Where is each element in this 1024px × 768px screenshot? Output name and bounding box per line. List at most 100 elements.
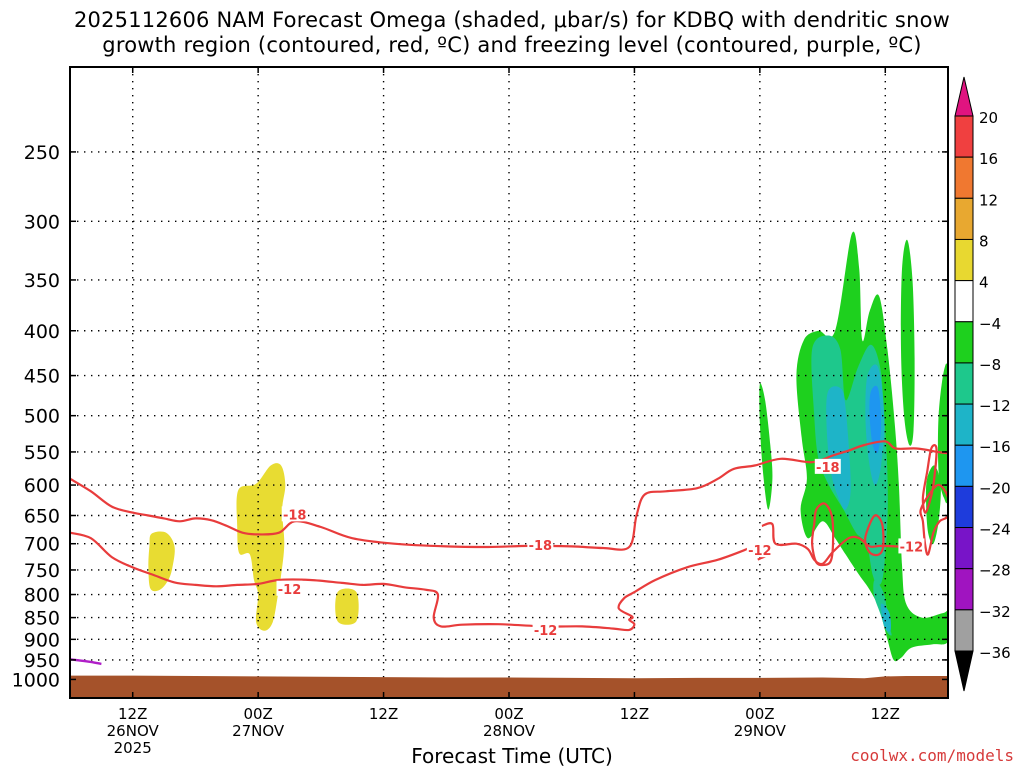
contour-label-group: -18 <box>281 506 308 523</box>
colorbar-swatch <box>954 197 974 240</box>
colorbar-label: 12 <box>979 191 998 209</box>
y-tick-label-300: 300 <box>24 211 60 233</box>
contour-label: -18 <box>816 461 840 476</box>
y-tick-label-750: 750 <box>24 560 60 582</box>
omega-negative-streak-3 <box>937 363 948 504</box>
contour-label-bg <box>532 621 559 637</box>
y-tick-label-900: 900 <box>24 629 60 651</box>
colorbar-swatch <box>954 444 974 487</box>
y-tick-label-600: 600 <box>24 475 60 497</box>
omega-strong-core <box>826 386 851 510</box>
contour-label-bg <box>527 536 554 552</box>
omega-peak-core <box>869 385 882 454</box>
contour-label-group: -12 <box>532 621 559 639</box>
omega-positive-patch-3 <box>335 588 359 625</box>
contour-label-bg <box>814 458 841 474</box>
omega-negative-band-1 <box>759 383 773 510</box>
colorbar-label: 4 <box>979 274 989 292</box>
freezing-level-line <box>70 658 102 666</box>
x-tick-label: 12Z <box>620 705 649 723</box>
y-tick-label-550: 550 <box>24 442 60 464</box>
contour-label-group: -18 <box>814 458 841 476</box>
contour-label: -12 <box>900 540 924 555</box>
contour-line-minus12-a <box>70 531 769 632</box>
x-tick-label: 29NOV <box>734 722 787 740</box>
contour-label-group: -12 <box>898 538 925 555</box>
colorbar-label: −12 <box>979 397 1011 415</box>
contour-label-bg <box>746 542 773 558</box>
contour-label-bg <box>276 580 303 596</box>
contour-line-minus12-c <box>863 514 885 557</box>
x-tick-label: 00Z <box>494 705 523 723</box>
colorbar-label: −16 <box>979 438 1011 456</box>
colorbar-bottom-arrow <box>954 650 974 692</box>
terrain-surface <box>70 675 948 698</box>
colorbar-swatch <box>954 115 974 158</box>
colorbar-swatch <box>954 280 974 323</box>
contour-label-bg <box>898 538 925 554</box>
contour-label: -12 <box>748 544 772 559</box>
x-tick-label: 12Z <box>369 705 398 723</box>
colorbar-swatch <box>954 527 974 570</box>
contour-label-group: -12 <box>746 542 773 559</box>
colorbar-label: 8 <box>979 232 989 250</box>
contour-line-minus18-b <box>810 502 835 567</box>
contour-line-minus12-d <box>921 444 938 514</box>
contour-line-minus12-b <box>761 522 915 566</box>
colorbar-swatch <box>954 238 974 282</box>
contour-label-bg <box>281 506 308 522</box>
colorbar-label: 20 <box>979 109 998 127</box>
x-tick-label: 28NOV <box>483 722 536 740</box>
colorbar-swatch <box>954 609 974 652</box>
contour-label-group: -18 <box>527 536 554 554</box>
colorbar-label: 16 <box>979 150 998 168</box>
y-tick-label-650: 650 <box>24 506 60 528</box>
y-tick-label-1000: 1000 <box>12 669 60 691</box>
colorbar-label: −20 <box>979 479 1011 497</box>
y-tick-label-350: 350 <box>24 270 60 292</box>
colorbar-label: −24 <box>979 521 1011 539</box>
contour-label: -12 <box>278 583 302 598</box>
colorbar: 20 16 12 8 4 −4 −8 −12 −16 −20 −24 −28 −32 −36 <box>954 76 1011 692</box>
colorbar-label: −32 <box>979 603 1011 621</box>
colorbar-swatch <box>954 321 974 364</box>
x-tick-label: 12Z <box>871 705 900 723</box>
colorbar-top-arrow <box>954 76 974 117</box>
chart-title-line-2: growth region (contoured, red, ºC) and f… <box>102 33 922 57</box>
x-tick-label: 26NOV <box>107 722 160 740</box>
omega-negative-streak-1 <box>900 239 915 446</box>
contour-label: -18 <box>529 539 553 554</box>
colorbar-swatch <box>954 485 974 529</box>
x-tick-label: 27NOV <box>232 722 285 740</box>
contour-label: -12 <box>534 624 558 639</box>
y-tick-label-700: 700 <box>24 534 60 556</box>
colorbar-label: −8 <box>979 356 1001 374</box>
colorbar-label: −36 <box>979 644 1011 662</box>
contour-label: -18 <box>283 508 307 523</box>
y-tick-label-850: 850 <box>24 608 60 630</box>
y-tick-label-450: 450 <box>24 366 60 388</box>
y-tick-label-250: 250 <box>24 142 60 164</box>
contour-label-group: -12 <box>276 580 303 598</box>
colorbar-label: −4 <box>979 315 1001 333</box>
omega-positive-patch-2 <box>236 463 286 631</box>
source-credit: coolwx.com/models <box>850 746 1014 765</box>
colorbar-swatch <box>954 156 974 199</box>
colorbar-label: −28 <box>979 562 1011 580</box>
x-tick-label: 00Z <box>745 705 774 723</box>
y-tick-label-800: 800 <box>24 585 60 607</box>
colorbar-swatch <box>954 362 974 405</box>
y-tick-label-500: 500 <box>24 406 60 428</box>
colorbar-swatch <box>954 403 974 446</box>
contour-line-minus18-c <box>919 483 948 556</box>
y-tick-label-950: 950 <box>24 650 60 672</box>
x-tick-label: 12Z <box>118 705 147 723</box>
y-tick-label-400: 400 <box>24 321 60 343</box>
colorbar-swatch <box>954 568 974 611</box>
x-axis-label: Forecast Time (UTC) <box>411 744 613 768</box>
chart-title-line-1: 2025112606 NAM Forecast Omega (shaded, μ… <box>73 8 951 32</box>
x-tick-label: 2025 <box>114 739 152 757</box>
omega-strong-lower <box>880 603 891 632</box>
x-tick-label: 00Z <box>243 705 272 723</box>
